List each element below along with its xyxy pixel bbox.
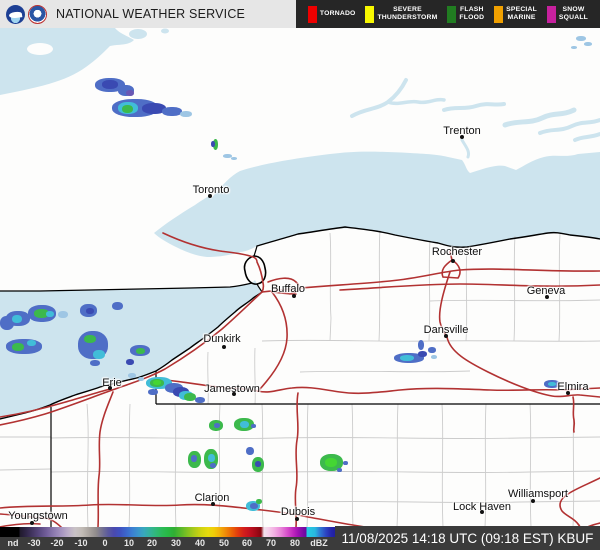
county-lines bbox=[0, 229, 600, 528]
colorbar-tick-label: 40 bbox=[194, 538, 206, 548]
legend-item-flash: FLASH FLOOD bbox=[447, 5, 485, 23]
small-lake bbox=[161, 28, 169, 34]
noaa-logo-icon bbox=[6, 4, 25, 24]
colorbar-tick-label: -10 bbox=[74, 538, 88, 548]
bay-of-quinte bbox=[350, 78, 600, 159]
legend-item-label: FLASH FLOOD bbox=[459, 5, 485, 21]
legend-item-label: SPECIAL MARINE bbox=[506, 5, 537, 21]
lake-ontario bbox=[154, 151, 600, 257]
agency-title: NATIONAL WEATHER SERVICE bbox=[56, 7, 246, 21]
colorbar-tick-label: 80 bbox=[289, 538, 301, 548]
warning-legend: TORNADO SEVERE THUNDERSTORM FLASH FLOOD SPE… bbox=[296, 0, 600, 28]
colorbar-tick-label: 30 bbox=[170, 538, 182, 548]
colorbar-tick-strip: nd -30 -20 -10 0 10 20 30 40 50 60 70 80 dBZ bbox=[0, 537, 335, 550]
colorbar-tick-label: 70 bbox=[265, 538, 277, 548]
warning-color-swatch bbox=[494, 5, 504, 23]
colorbar-tick-label: 10 bbox=[123, 538, 135, 548]
reflectivity-colorbar bbox=[0, 527, 335, 537]
colorbar-tick-label: 50 bbox=[218, 538, 230, 548]
status-bar: 11/08/2025 14:18 UTC (09:18 EST) KBUF bbox=[335, 526, 600, 550]
nws-brand-link[interactable]: NATIONAL WEATHER SERVICE bbox=[0, 4, 246, 24]
colorbar-tick-label: 60 bbox=[241, 538, 253, 548]
colorbar-tick-label: nd bbox=[7, 538, 19, 548]
warning-color-swatch bbox=[546, 5, 556, 23]
colorbar-tick-label: 20 bbox=[146, 538, 158, 548]
legend-item-label: TORNADO bbox=[319, 9, 356, 17]
legend-item-snow: SNOW SQUALL bbox=[546, 5, 589, 23]
colorbar-tick-label: -30 bbox=[27, 538, 41, 548]
legend-item-special: SPECIAL MARINE bbox=[494, 5, 537, 23]
warning-color-swatch bbox=[447, 5, 457, 23]
legend-item-severe: SEVERE THUNDERSTORM bbox=[365, 5, 438, 23]
colorbar-tick-label: -20 bbox=[50, 538, 64, 548]
radar-timestamp: 11/08/2025 14:18 UTC (09:18 EST) KBUF bbox=[341, 530, 594, 546]
header-bar: NATIONAL WEATHER SERVICE TORNADO SEVERE T… bbox=[0, 0, 600, 28]
colorbar-tick-label: dBZ bbox=[310, 538, 328, 548]
colorbar-tick-label: 0 bbox=[102, 538, 108, 548]
nws-logo-icon bbox=[28, 4, 47, 24]
legend-item-label: SNOW SQUALL bbox=[558, 5, 589, 21]
warning-color-swatch bbox=[365, 5, 375, 23]
legend-item-label: SEVERE THUNDERSTORM bbox=[377, 5, 438, 21]
warning-color-swatch bbox=[307, 5, 317, 23]
legend-item-tornado: TORNADO bbox=[307, 5, 356, 23]
island bbox=[27, 43, 53, 55]
small-lake bbox=[129, 29, 147, 39]
